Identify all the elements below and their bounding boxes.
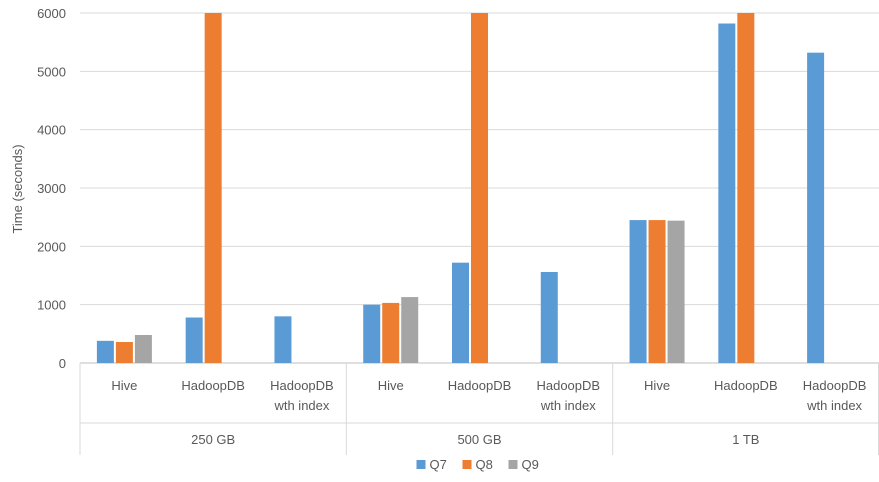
- bar-q7-7: [718, 23, 736, 363]
- bar-q9-3: [401, 297, 419, 363]
- x-tick-label: HadoopDB: [448, 378, 512, 393]
- y-tick-label: 2000: [37, 239, 66, 254]
- x-tick-label: Hive: [644, 378, 670, 393]
- legend-label-q8: Q8: [476, 457, 493, 472]
- x-axis: Hive HadoopDB HadoopDB wth index Hive HadoopD…: [79, 363, 879, 455]
- y-tick-label: 0: [59, 356, 66, 371]
- bar-q9-0: [134, 335, 152, 363]
- x-tick-label: HadoopDB wth index: [536, 378, 600, 413]
- y-tick-label: 6000: [37, 6, 66, 21]
- x-tick-label: Hive: [378, 378, 404, 393]
- legend-swatch-q8: [462, 460, 472, 469]
- bar-q7-2: [274, 316, 292, 363]
- bar-q7-8: [807, 52, 825, 364]
- legend-swatch-q9: [508, 460, 518, 469]
- y-tick-label: 3000: [37, 181, 66, 196]
- legend-label-q9: Q9: [522, 457, 539, 472]
- bar-q7-6: [629, 220, 647, 363]
- x-tick-label: HadoopDB: [714, 378, 778, 393]
- bar-q8-3: [382, 302, 400, 363]
- y-axis-label: Time (seconds): [10, 144, 25, 233]
- y-axis-tick-labels: 0 1000 2000 3000 4000 5000 6000: [37, 6, 66, 371]
- bar-series: [96, 13, 825, 364]
- y-tick-label: 5000: [37, 64, 66, 79]
- x-tick-label: HadoopDB wth index: [270, 378, 334, 413]
- bar-q8-6: [648, 220, 666, 363]
- legend: Q7 Q8 Q9: [416, 457, 539, 472]
- x-tick-label: Hive: [111, 378, 137, 393]
- bar-q7-3: [363, 304, 381, 363]
- bar-q8-7: [737, 13, 755, 363]
- x-tick-label: HadoopDB wth index: [803, 378, 867, 413]
- group-label: 1 TB: [732, 432, 759, 447]
- group-label: 250 GB: [191, 432, 235, 447]
- group-label: 500 GB: [457, 432, 501, 447]
- bar-q7-0: [96, 340, 114, 363]
- y-tick-label: 4000: [37, 123, 66, 138]
- bar-q7-4: [452, 262, 469, 363]
- legend-label-q7: Q7: [430, 457, 447, 472]
- bar-q9-6: [667, 220, 685, 363]
- y-tick-label: 1000: [37, 298, 66, 313]
- bar-q7-1: [185, 317, 203, 363]
- bar-q8-1: [204, 13, 222, 363]
- bar-q8-4: [471, 13, 488, 363]
- x-tick-label: HadoopDB: [181, 378, 245, 393]
- bar-q8-0: [115, 342, 133, 363]
- legend-swatch-q7: [416, 460, 426, 469]
- bar-q7-5: [540, 272, 558, 363]
